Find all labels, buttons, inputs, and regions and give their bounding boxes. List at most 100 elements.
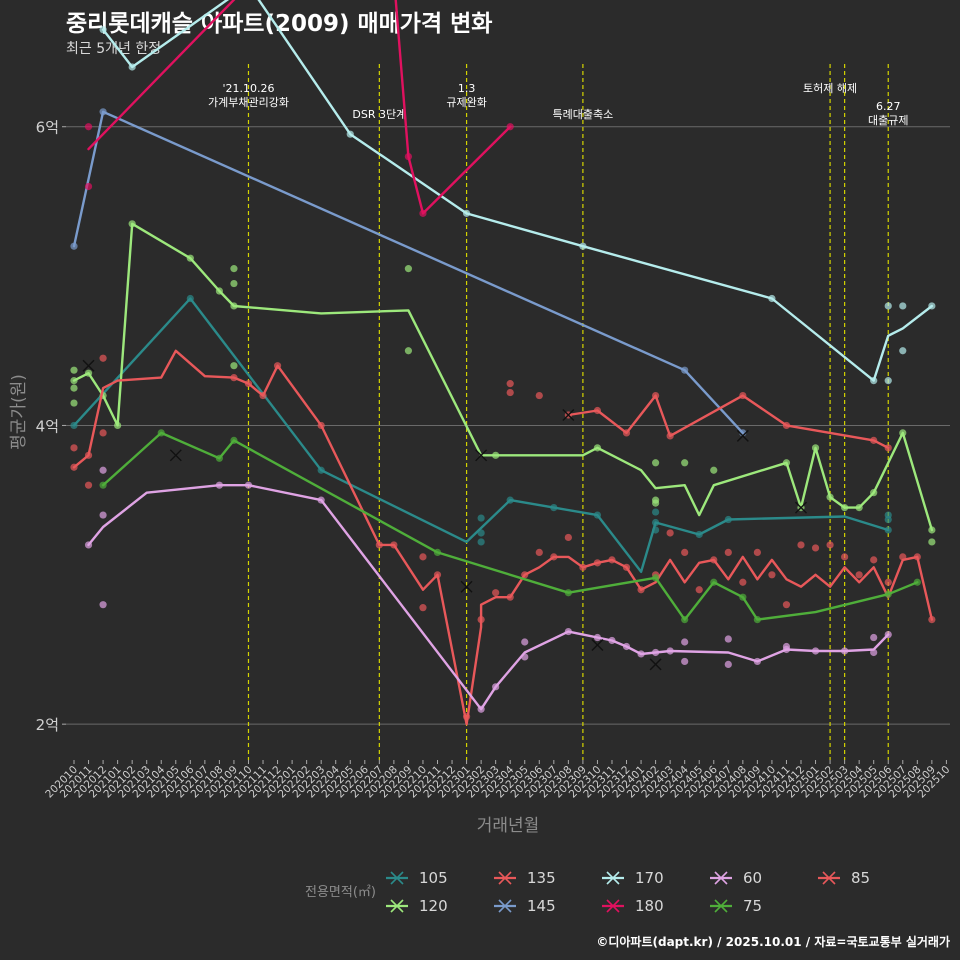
cross-stroke [591, 639, 604, 651]
data-point [899, 302, 907, 310]
data-point [739, 578, 747, 586]
data-point [404, 265, 413, 273]
legend-key-cross [390, 871, 404, 885]
data-point [884, 377, 892, 385]
series-line [101, 0, 934, 382]
legend-key-cross [390, 899, 404, 913]
plot-area [66, 64, 950, 760]
series-line [72, 110, 744, 435]
data-point [724, 548, 732, 556]
series-170 [99, 0, 936, 385]
event-label: 토허제 해제 [803, 81, 857, 95]
cross-marker [169, 449, 182, 462]
cross-marker [591, 639, 604, 651]
data-point [855, 571, 863, 579]
legend-key-cross [714, 899, 728, 913]
cross-stroke [475, 449, 488, 462]
data-point [564, 533, 572, 542]
cross-marker [649, 658, 662, 671]
data-point [99, 466, 107, 474]
legend-label: 75 [743, 897, 762, 915]
series-line [101, 431, 919, 621]
data-point [884, 302, 892, 310]
x-axis: 2020102020112020122021012021022021032021… [43, 760, 953, 800]
data-point [768, 571, 776, 579]
data-point [492, 589, 500, 597]
chart-subtitle: 최근 5개년 한정 [66, 41, 162, 57]
legend-item-120: 120 [386, 897, 448, 915]
data-point [535, 391, 543, 400]
data-point [99, 601, 107, 609]
y-tick-label: 6억 [36, 119, 59, 137]
chart-title: 중리롯데캐슬 아파트(2009) 매매가격 변화 [66, 11, 493, 37]
data-point [681, 548, 689, 556]
series-145 [70, 108, 749, 442]
data-point [506, 388, 514, 397]
cross-stroke [649, 658, 662, 671]
data-point [506, 380, 514, 388]
data-point [884, 511, 892, 519]
series-line [567, 394, 890, 449]
series-120 [70, 220, 936, 546]
data-point [84, 481, 93, 489]
legend-key-cross [714, 871, 728, 885]
legend-label: 60 [743, 869, 762, 887]
event-label: 6.27 [876, 100, 901, 113]
series-85 [506, 380, 892, 452]
event-label: 대출규제 [868, 114, 908, 127]
series-60 [84, 466, 892, 713]
data-point [230, 265, 238, 273]
series-layer [70, 0, 936, 726]
data-point [477, 538, 485, 546]
data-point [652, 459, 660, 467]
data-point [99, 354, 107, 362]
data-point [419, 553, 427, 561]
series-75 [99, 429, 921, 624]
event-label: 1.3 [458, 82, 476, 95]
legend-key-cross [498, 871, 512, 885]
y-axis: 2억 4억 6억 [36, 119, 66, 734]
series-line [72, 222, 934, 532]
x-axis-label: 거래년월 [477, 816, 540, 836]
data-point [928, 538, 936, 546]
data-point [652, 508, 660, 516]
data-point [84, 123, 93, 131]
legend-item-135: 135 [494, 869, 556, 887]
cross-marker [82, 359, 95, 372]
legend-item-180: 180 [602, 897, 664, 915]
data-point [230, 279, 238, 288]
cross-stroke [460, 580, 473, 593]
legend-title: 전용면적(㎡) [305, 885, 376, 900]
legend-item-145: 145 [494, 897, 556, 915]
legend-item-170: 170 [602, 869, 664, 887]
legend-label: 135 [527, 869, 556, 887]
legend-key-cross [606, 871, 620, 885]
data-point [404, 347, 413, 355]
legend-key-cross [498, 899, 512, 913]
data-point [724, 635, 732, 643]
legend-key-cross [822, 871, 836, 885]
legend-key-cross [606, 899, 620, 913]
cross-stroke [795, 501, 807, 514]
data-point [230, 362, 238, 370]
data-point [70, 399, 78, 407]
data-point [681, 459, 689, 467]
data-point [666, 529, 674, 537]
legend-label: 170 [635, 869, 664, 887]
series-line [72, 297, 890, 573]
event-label: '21.10.26 [222, 82, 274, 95]
series-135 [70, 349, 936, 726]
legend: 전용면적(㎡) 105 120 135 145 170 180 60 75 85 [305, 869, 870, 915]
data-point [70, 366, 78, 374]
y-tick-label: 2억 [36, 716, 59, 734]
series-line [87, 0, 512, 215]
data-point [652, 496, 660, 504]
cross-marker [460, 580, 473, 593]
event-label: 특례대출축소 [553, 108, 614, 121]
legend-item-105: 105 [386, 869, 448, 887]
legend-label: 85 [851, 869, 870, 887]
cross-marker [795, 501, 807, 514]
legend-item-75: 75 [710, 897, 762, 915]
data-point [724, 660, 732, 669]
